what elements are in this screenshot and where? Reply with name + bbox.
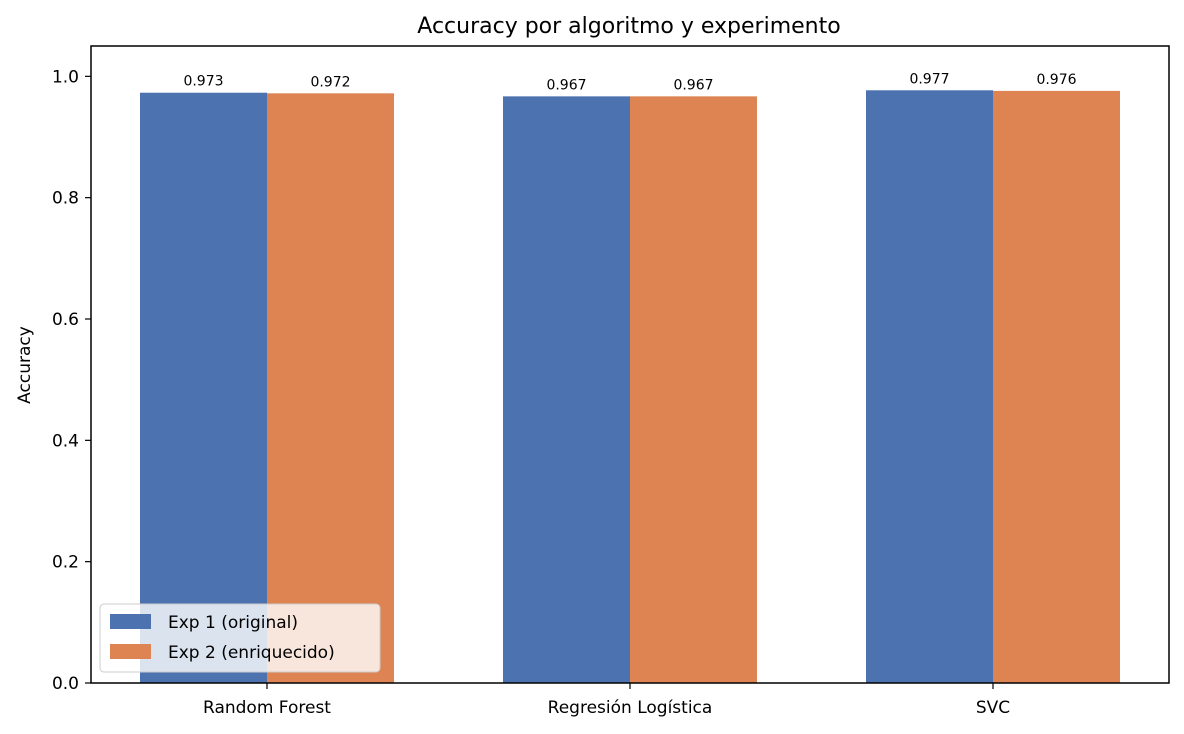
bar-series1-2 [866,90,993,683]
y-tick-label: 0.4 [52,431,79,451]
data-labels-layer: 0.973 0.967 0.977 0.972 0.967 0.976 [183,71,1076,93]
x-tick-label: SVC [976,698,1010,718]
legend-swatch-series1 [110,614,151,629]
y-axis: 0.0 0.2 0.4 0.6 0.8 1.0 [52,67,91,694]
data-label: 0.972 [310,74,350,90]
data-label: 0.973 [183,74,223,90]
data-label: 0.977 [909,71,949,87]
legend-label-series2: Exp 2 (enriquecido) [168,643,335,663]
bar-series1-0 [140,92,267,684]
y-tick-label: 0.6 [52,310,79,330]
bar-series2-0 [267,93,394,683]
data-label: 0.967 [546,77,586,93]
bar-series1-1 [503,96,630,683]
y-axis-label: Accuracy [15,326,35,404]
y-tick-label: 0.0 [52,674,79,694]
bar-series2-1 [630,96,757,683]
bars-layer [140,90,1120,684]
chart-title: Accuracy por algoritmo y experimento [417,14,840,39]
y-tick-label: 0.8 [52,189,79,209]
x-tick-label: Random Forest [203,698,331,718]
legend: Exp 1 (original) Exp 2 (enriquecido) [99,603,381,673]
data-label: 0.976 [1036,72,1076,88]
legend-swatch-series2 [110,644,151,659]
x-axis: Random Forest Regresión Logística SVC [203,683,1010,718]
data-label: 0.967 [673,77,713,93]
y-tick-label: 0.2 [52,553,79,573]
x-tick-label: Regresión Logística [548,698,713,718]
bar-series2-2 [993,90,1120,684]
legend-box [99,603,381,673]
y-tick-label: 1.0 [52,67,79,87]
legend-label-series1: Exp 1 (original) [168,613,298,633]
